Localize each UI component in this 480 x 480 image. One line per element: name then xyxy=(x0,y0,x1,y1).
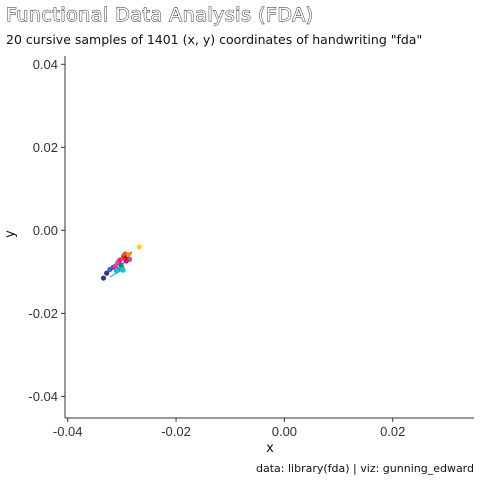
x-tick-label: 0.02 xyxy=(380,424,405,439)
data-points xyxy=(100,244,142,281)
data-point xyxy=(125,252,131,258)
x-tick-label: -0.02 xyxy=(161,424,191,439)
x-axis-ticks: -0.04 -0.02 0.00 0.02 xyxy=(53,418,405,439)
data-point xyxy=(104,270,110,276)
y-tick-label: 0.02 xyxy=(33,140,58,155)
x-axis-label: x xyxy=(266,441,274,456)
y-tick-label: 0.04 xyxy=(33,57,58,72)
axes xyxy=(64,56,474,419)
chart-subtitle: 20 cursive samples of 1401 (x, y) coordi… xyxy=(6,32,422,47)
chart-caption: data: library(fda) | viz: gunning_edward xyxy=(256,462,474,475)
data-point xyxy=(118,262,124,268)
y-tick-label: -0.04 xyxy=(28,389,58,404)
x-tick-label: 0.00 xyxy=(272,424,297,439)
y-axis-ticks: -0.04 -0.02 0.00 0.02 0.04 xyxy=(28,57,65,404)
data-point xyxy=(120,267,126,273)
y-tick-label: -0.02 xyxy=(28,306,58,321)
chart-title: Functional Data Analysis (FDA) xyxy=(6,4,314,26)
y-axis-label: y xyxy=(3,230,18,238)
data-point xyxy=(113,268,120,274)
data-point xyxy=(136,244,142,250)
data-point xyxy=(100,275,107,281)
x-tick-label: -0.04 xyxy=(53,424,83,439)
y-tick-label: 0.00 xyxy=(33,223,58,238)
data-point xyxy=(123,258,129,264)
